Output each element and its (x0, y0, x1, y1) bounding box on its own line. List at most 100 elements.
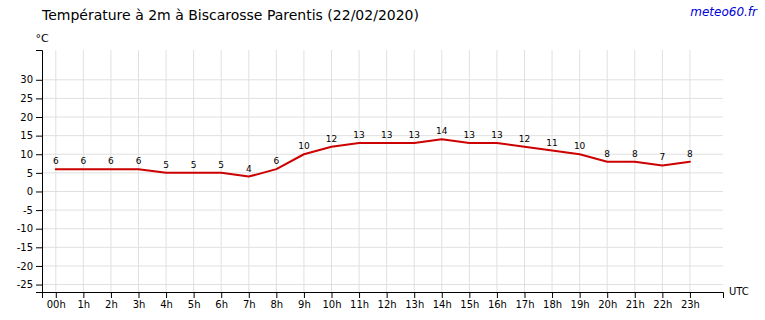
x-tick: 1h (78, 292, 91, 310)
grid-line-x (662, 50, 663, 292)
y-tick-label: 25 (20, 93, 33, 104)
x-tick: 14h (433, 292, 452, 310)
y-tick-mark (36, 98, 42, 99)
y-tick: -15 (17, 242, 42, 253)
x-tick-label: 19h (571, 299, 590, 310)
x-tick-mark (497, 292, 498, 298)
grid (42, 50, 723, 292)
y-tick-label: -20 (17, 261, 33, 272)
grid-line-y (42, 117, 723, 118)
x-tick-mark (249, 292, 250, 298)
grid-line-y (42, 247, 723, 248)
x-tick-mark (276, 292, 277, 298)
x-tick: 22h (653, 292, 672, 310)
x-tick-label: 9h (298, 299, 311, 310)
x-tick-label: 13h (405, 299, 424, 310)
grid-line-y (42, 172, 723, 173)
x-tick-mark (111, 292, 112, 298)
x-tick-mark (194, 292, 195, 298)
x-tick-label: 10h (322, 299, 341, 310)
data-label: 7 (659, 152, 665, 162)
y-tick-mark (36, 210, 42, 211)
x-tick-mark (662, 292, 663, 298)
grid-line-x (634, 50, 635, 292)
x-tick-label: 4h (160, 299, 173, 310)
x-tick: 13h (405, 292, 424, 310)
grid-line-y (42, 228, 723, 229)
y-tick: 5 (27, 168, 42, 179)
title: Température à 2m à Biscarosse Parentis (… (41, 7, 419, 23)
y-tick-mark (36, 266, 42, 267)
x-tick-label: 1h (78, 299, 91, 310)
x-tick-mark (442, 292, 443, 298)
grid-line-x (441, 50, 442, 292)
grid-line-y (42, 210, 723, 211)
grid-line-x (414, 50, 415, 292)
y-tick: -5 (23, 205, 42, 216)
x-tick-mark (469, 292, 470, 298)
plot-area (56, 139, 690, 176)
y-axis-line (36, 51, 43, 293)
grid-line-y (42, 154, 723, 155)
x-tick-mark (552, 292, 553, 298)
grid-line-x (359, 50, 360, 292)
y-tick: 0 (27, 186, 42, 197)
grid-line-x (689, 50, 690, 292)
chart: 00h1h2h3h4h5h6h7h8h9h10h11h12h13h14h15h1… (0, 0, 765, 320)
data-label: 13 (491, 130, 502, 140)
y-tick: 20 (20, 112, 42, 123)
data-label: 6 (80, 156, 86, 166)
x-tick-label: 20h (598, 299, 617, 310)
y-tick-label: 20 (20, 112, 33, 123)
x-tick: 21h (626, 292, 645, 310)
data-label: 6 (53, 156, 59, 166)
y-tick-mark (36, 136, 42, 137)
grid-line-y (42, 98, 723, 99)
x-tick-mark (414, 292, 415, 298)
data-label: 12 (326, 134, 337, 144)
data-label: 8 (604, 149, 610, 159)
x-tick-label: 5h (188, 299, 201, 310)
x-tick: 3h (133, 292, 146, 310)
grid-line-x (386, 50, 387, 292)
x-axis-label: UTC (729, 286, 749, 297)
grid-line-x (110, 50, 111, 292)
x-tick: 2h (105, 292, 118, 310)
grid-line-x (469, 50, 470, 292)
grid-line-x (552, 50, 553, 292)
grid-line-x (579, 50, 580, 292)
x-tick-mark (221, 292, 222, 298)
x-tick: 4h (160, 292, 173, 310)
y-tick: 15 (20, 130, 42, 141)
y-tick: -10 (17, 223, 42, 234)
x-tick: 11h (350, 292, 369, 310)
grid-line-x (276, 50, 277, 292)
grid-line-x (193, 50, 194, 292)
data-label: 5 (163, 160, 169, 170)
data-label: 5 (191, 160, 197, 170)
data-label: 10 (298, 141, 310, 151)
y-tick-label: 5 (27, 168, 33, 179)
y-tick-mark (36, 285, 42, 286)
grid-line-x (607, 50, 608, 292)
x-tick-mark (166, 292, 167, 298)
y-axis-label: °C (35, 32, 49, 45)
x-tick-label: 8h (271, 299, 284, 310)
x-tick: 00h (47, 292, 66, 310)
x-tick-mark (83, 292, 84, 298)
data-labels: 66665554610121313131413131211108878 (53, 126, 693, 173)
y-tick-label: -15 (17, 242, 33, 253)
x-tick: 5h (188, 292, 201, 310)
grid-line-x (524, 50, 525, 292)
x-axis-line (43, 293, 724, 299)
y-tick-label: 30 (20, 74, 33, 85)
y-tick-label: -25 (17, 279, 33, 290)
x-tick-label: 11h (350, 299, 369, 310)
x-tick: 10h (322, 292, 341, 310)
grid-line-x (55, 50, 56, 292)
x-tick-mark (607, 292, 608, 298)
grid-line-x (138, 50, 139, 292)
grid-line-x (83, 50, 84, 292)
y-tick-label: 0 (27, 186, 33, 197)
grid-line-y (42, 191, 723, 192)
